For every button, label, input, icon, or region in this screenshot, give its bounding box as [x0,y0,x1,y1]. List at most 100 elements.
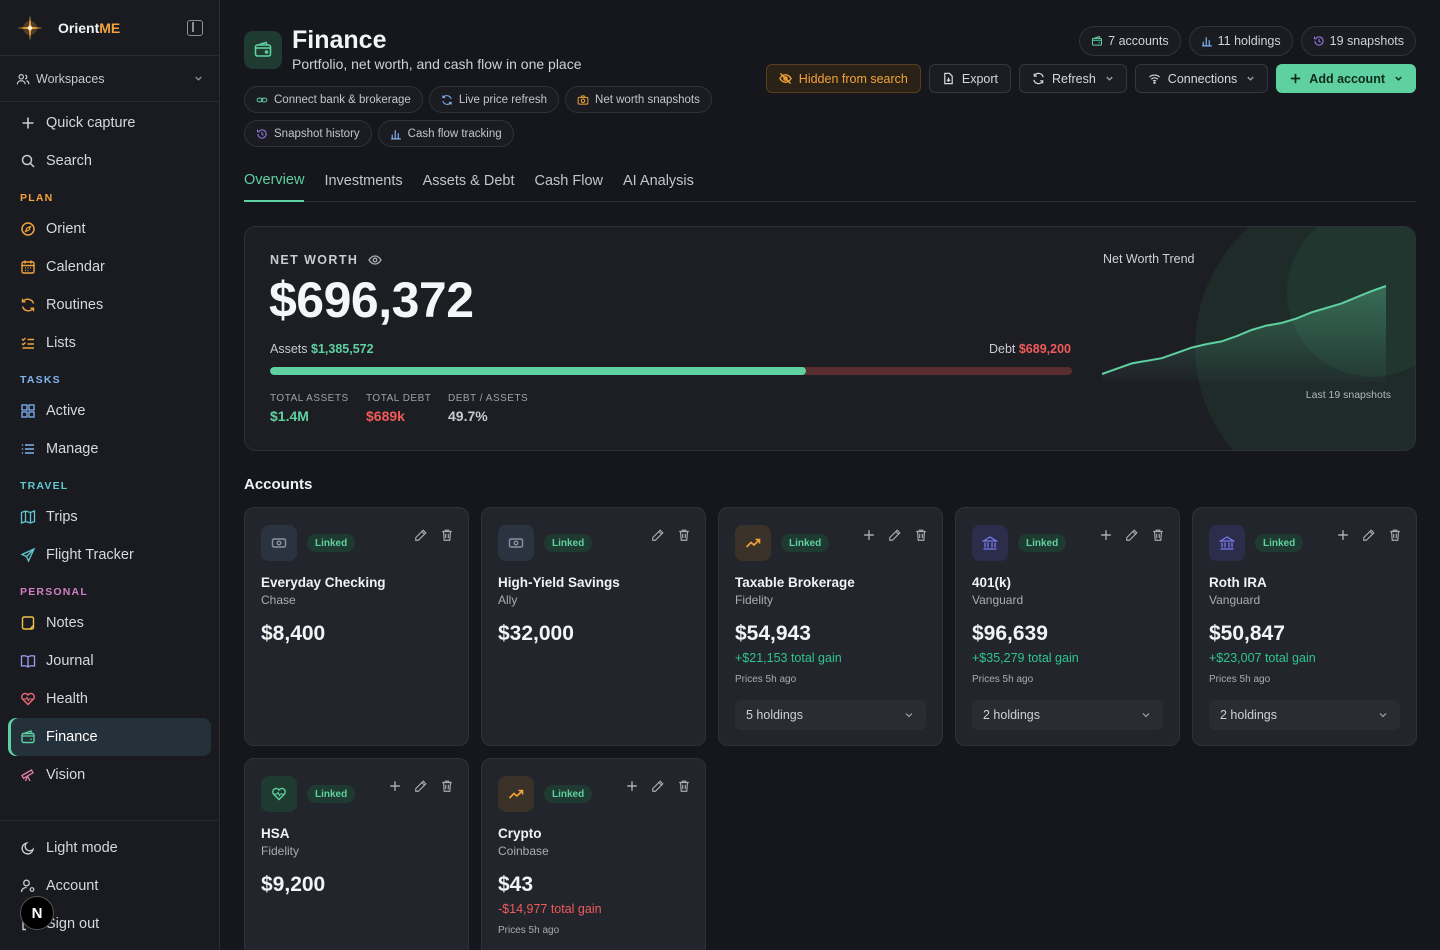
account-name: HSA [261,826,290,841]
eye-icon[interactable] [368,253,383,267]
sidebar-collapse-icon[interactable] [187,19,203,36]
export-button[interactable]: Export [928,64,1012,93]
tab-ai-analysis[interactable]: AI Analysis [622,173,694,189]
add-holding-button[interactable] [1099,528,1113,547]
brand-name[interactable]: OrientME [58,19,121,36]
avatar[interactable]: N [20,896,54,930]
total-assets-stat: TOTAL ASSETS $1.4M [270,393,349,424]
sidebar-item-lists[interactable]: Lists [8,324,211,362]
account-type-icon [498,525,534,561]
sidebar-item-journal[interactable]: Journal [8,642,211,680]
sidebar-item-notes[interactable]: Notes [8,604,211,642]
add-holding-button[interactable] [1336,528,1350,547]
header-actions: Hidden from search Export Refresh Connec… [765,64,1416,93]
linked-badge: Linked [781,534,830,552]
account-name: Everyday Checking [261,575,386,590]
pencil-icon [415,529,427,541]
delete-account-button[interactable] [677,779,691,798]
plus-icon [1338,530,1348,540]
account-card[interactable]: Linked Crypto Coinbase $43 -$14,977 tota… [481,758,706,950]
edit-account-button[interactable] [414,528,428,547]
trash-icon [916,529,926,541]
sidebar-item-orient[interactable]: Orient [8,210,211,248]
holdings-dropdown[interactable]: 2 holdings [1209,700,1400,730]
sidebar-item-light-mode[interactable]: Light mode [8,829,211,867]
account-card[interactable]: Linked Everyday Checking Chase $8,400 [244,507,469,746]
delete-account-button[interactable] [1388,528,1402,547]
finance-tabs: Overview Investments Assets & Debt Cash Flo… [244,160,1416,202]
delete-account-button[interactable] [1151,528,1165,547]
tab-overview[interactable]: Overview [244,160,305,202]
edit-account-button[interactable] [651,528,665,547]
feature-chip[interactable]: Connect bank & brokerage [244,86,423,113]
file-export-icon [944,72,953,85]
edit-account-button[interactable] [1362,528,1376,547]
sidebar-item-manage[interactable]: Manage [8,430,211,468]
linked-badge: Linked [1018,534,1067,552]
linked-badge: Linked [307,534,356,552]
pencil-icon [1126,529,1138,541]
sidebar-item-trips[interactable]: Trips [8,498,211,536]
delete-account-button[interactable] [914,528,928,547]
feature-chip[interactable]: Cash flow tracking [377,120,514,147]
summary-stats: 7 accounts 11 holdings 19 snapshots [1079,26,1416,56]
refresh-icon [1033,72,1044,85]
account-gain: +$23,007 total gain [1209,651,1316,665]
delete-account-button[interactable] [440,779,454,798]
account-card[interactable]: Linked Roth IRA Vanguard $50,847 +$23,00… [1192,507,1417,746]
sidebar-item-calendar[interactable]: Calendar [8,248,211,286]
sidebar-item-routines[interactable]: Routines [8,286,211,324]
stat-pill[interactable]: 11 holdings [1188,26,1293,56]
delete-account-button[interactable] [677,528,691,547]
stat-pill[interactable]: 19 snapshots [1300,26,1416,56]
account-institution: Vanguard [972,593,1024,607]
add-holding-button[interactable] [388,779,402,798]
connections-button[interactable]: Connections [1134,64,1269,93]
tab-cash-flow[interactable]: Cash Flow [534,173,603,189]
account-card[interactable]: Linked Taxable Brokerage Fidelity $54,94… [718,507,943,746]
feature-chip[interactable]: Snapshot history [244,120,372,147]
holdings-dropdown[interactable]: 5 holdings [735,700,926,730]
sidebar-item-vision[interactable]: Vision [8,756,211,794]
users-icon [16,73,30,84]
account-card[interactable]: Linked HSA Fidelity $9,200 [244,758,469,950]
edit-account-button[interactable] [888,528,902,547]
account-type-icon [1209,525,1245,561]
edit-account-button[interactable] [1125,528,1139,547]
add-holding-button[interactable] [862,528,876,547]
feature-chip[interactable]: Net worth snapshots [565,86,712,113]
account-card[interactable]: Linked High-Yield Savings Ally $32,000 [481,507,706,746]
feature-chip[interactable]: Live price refresh [428,86,560,113]
debt-summary: Debt $689,200 [988,342,1071,356]
sidebar-item-account[interactable]: Account [8,867,211,905]
edit-account-button[interactable] [414,779,428,798]
sidebar-item-flight-tracker[interactable]: Flight Tracker [8,536,211,574]
chevron-down-icon [1106,76,1113,81]
refresh-button[interactable]: Refresh [1019,64,1127,93]
sidebar-item-finance[interactable]: Finance [8,718,211,756]
pencil-icon [1363,529,1375,541]
net-worth-card: NET WORTH $696,372 Assets $1,385,572 Deb… [244,226,1416,451]
list-icon [21,444,34,454]
edit-account-button[interactable] [651,779,665,798]
delete-account-button[interactable] [440,528,454,547]
add-holding-button[interactable] [625,779,639,798]
plus-icon [1291,73,1301,84]
tab-investments[interactable]: Investments [324,173,403,189]
account-card[interactable]: Linked 401(k) Vanguard $96,639 +$35,279 … [955,507,1180,746]
add-account-button[interactable]: Add account [1276,64,1416,93]
sidebar-item-quick-capture[interactable]: Quick capture [8,104,211,142]
prices-updated: Prices 5h ago [498,925,560,936]
sidebar-item-health[interactable]: Health [8,680,211,718]
sidebar-nav: Quick capture Search PLAN Orient Calendar Rou… [0,102,219,796]
holdings-dropdown[interactable]: 2 holdings [972,700,1163,730]
sidebar-item-active[interactable]: Active [8,392,211,430]
telescope-icon [21,769,34,782]
workspaces-dropdown[interactable]: Workspaces [0,56,219,102]
chevron-down-icon [195,76,202,81]
accounts-heading: Accounts [244,476,313,493]
stat-pill[interactable]: 7 accounts [1079,26,1181,56]
sidebar-item-search[interactable]: Search [8,142,211,180]
hidden-from-search-button[interactable]: Hidden from search [765,64,921,93]
tab-assets-debt[interactable]: Assets & Debt [422,173,515,189]
